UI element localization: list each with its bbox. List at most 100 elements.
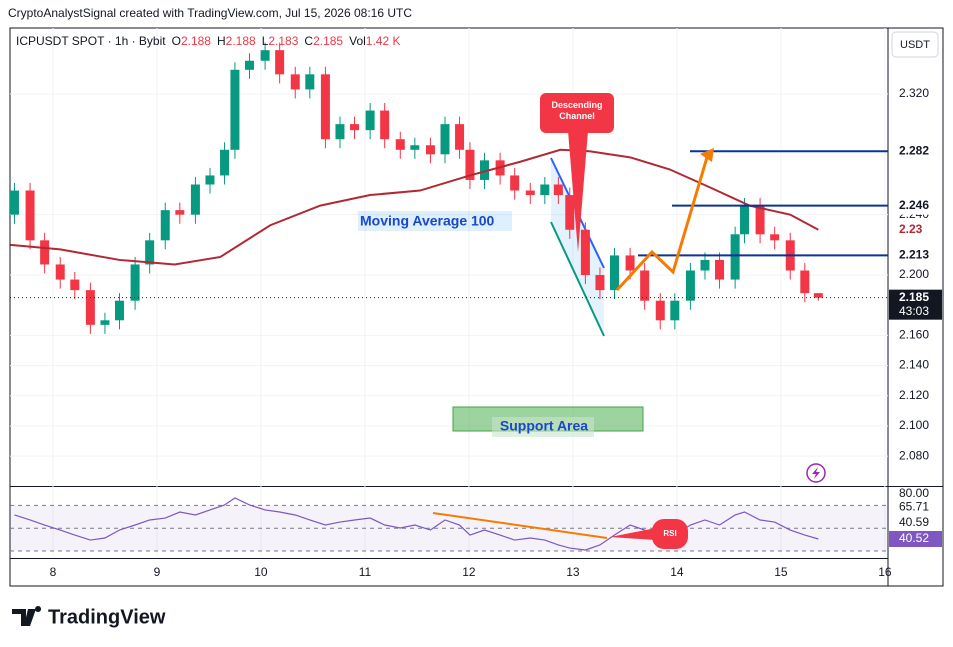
rsi-band-label: 40.59	[899, 515, 929, 529]
chart-frame	[9, 27, 944, 587]
candle-body	[335, 124, 345, 140]
callout-text: Descending Channel	[551, 100, 603, 121]
y-tick-label: 2.200	[899, 267, 929, 281]
last-price-label: 2.185	[899, 290, 929, 304]
candle-body	[755, 205, 765, 235]
rsi-tick-label: 80.00	[899, 486, 929, 500]
y-tick-label: 2.120	[899, 388, 929, 402]
y-tick-label: 2.140	[899, 358, 929, 372]
level-label-bg	[889, 142, 942, 161]
candle-body	[700, 259, 710, 271]
ma-label: Moving Average 100	[360, 213, 495, 229]
rsi-line	[14, 497, 819, 551]
candle-body	[305, 74, 315, 90]
support-label-bg	[492, 417, 594, 437]
candle-body	[553, 184, 563, 196]
candle-body	[230, 69, 240, 150]
rsi-band-label: 65.71	[899, 499, 929, 513]
candle-body	[739, 205, 749, 235]
rsi-trendline	[432, 512, 608, 539]
x-tick-label: 8	[50, 565, 57, 579]
callout-pointer	[568, 131, 588, 252]
brand-logo	[12, 606, 42, 626]
candle-body	[715, 259, 725, 280]
candle-body	[40, 240, 50, 265]
candle-body	[130, 264, 140, 301]
legend: ICPUSDT SPOT · 1h · Bybit O2.188 H2.188 L2.…	[16, 34, 401, 48]
support-label: Support Area	[500, 418, 588, 434]
candle-body	[580, 229, 590, 276]
x-tick-label: 10	[254, 565, 268, 579]
candle-body	[510, 175, 520, 191]
candle-body	[260, 50, 270, 61]
y-tick-label: 2.160	[899, 328, 929, 342]
candle-body	[160, 210, 170, 241]
candle-body	[685, 270, 695, 301]
candle-body	[455, 124, 465, 150]
candle-body	[625, 255, 635, 271]
candle-body	[395, 139, 405, 150]
candle-body	[290, 74, 300, 90]
arrow-head	[700, 148, 714, 162]
candle-body	[205, 175, 215, 185]
candle-body	[220, 149, 230, 176]
alert-bolt	[812, 467, 820, 479]
candle-body	[115, 300, 125, 321]
candle-body	[813, 293, 823, 298]
candle-body	[380, 110, 390, 140]
y-tick-label: 2.080	[899, 448, 929, 462]
candle-body	[320, 74, 330, 140]
x-tick-label: 13	[566, 565, 580, 579]
rsi-callout	[652, 519, 688, 549]
projection-arrow	[615, 153, 710, 292]
candle-body	[350, 124, 360, 131]
candle-body	[425, 145, 435, 155]
candle-body	[9, 190, 19, 215]
currency[interactable]: USDT	[900, 39, 930, 51]
candle-body	[85, 290, 95, 325]
candle-body	[610, 255, 620, 291]
currency-button[interactable]	[891, 31, 939, 58]
candle-body	[365, 110, 375, 131]
ma-price-label: 2.23	[899, 222, 923, 236]
channel-lower	[550, 221, 605, 337]
level-label-bg	[889, 196, 942, 215]
candle-body	[540, 184, 550, 196]
candle-body	[275, 50, 285, 75]
candle-body	[70, 279, 80, 291]
candle-body	[25, 190, 35, 241]
y-tick-label: 2.320	[899, 86, 929, 100]
x-tick-label: 14	[670, 565, 684, 579]
candle-body	[565, 195, 575, 230]
candle-body	[440, 124, 450, 155]
candle-body	[640, 270, 650, 301]
level-label: 2.246	[899, 198, 929, 212]
candle-body	[55, 264, 65, 280]
channel-fill	[551, 158, 604, 336]
rsi-callout-pointer	[610, 528, 656, 540]
candle-body	[410, 145, 420, 150]
countdown: 43:03	[899, 304, 929, 318]
candle-body	[465, 149, 475, 180]
candle-body	[655, 300, 665, 321]
candle-body	[770, 234, 780, 241]
rsi-last-bg	[889, 531, 942, 548]
attribution: CryptoAnalystSignal created with Trading…	[8, 6, 412, 20]
brand: TradingView	[48, 606, 166, 628]
candle-body	[525, 190, 535, 196]
level-label: 2.213	[899, 248, 929, 262]
x-tick-label: 15	[774, 565, 788, 579]
ma-label-bg	[358, 211, 512, 231]
candle-body	[190, 184, 200, 215]
candle-body	[480, 160, 490, 180]
x-tick-label: 11	[359, 565, 372, 579]
candle-body	[800, 270, 810, 294]
x-tick-label: 12	[462, 565, 476, 579]
callout	[540, 93, 614, 133]
candle-body	[595, 275, 605, 291]
candle-body	[100, 320, 110, 325]
level-label: 2.282	[899, 143, 929, 157]
moving-average	[10, 148, 819, 266]
